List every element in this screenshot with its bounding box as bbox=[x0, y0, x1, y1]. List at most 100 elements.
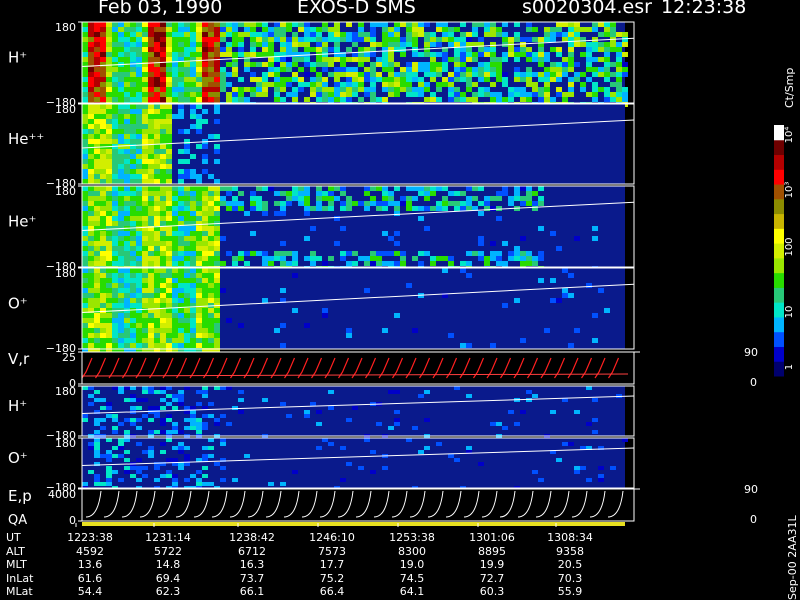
spectrogram-cell bbox=[604, 308, 610, 313]
spectrogram-cell bbox=[376, 422, 382, 426]
spectrogram-cell bbox=[280, 67, 286, 72]
spectrogram-cell bbox=[178, 402, 184, 406]
spectrogram-cell bbox=[112, 236, 118, 241]
spectrogram-cell bbox=[196, 47, 202, 52]
spectrogram-cell bbox=[232, 57, 238, 62]
spectrogram-cell bbox=[598, 42, 604, 47]
spectrogram-cell bbox=[112, 87, 118, 92]
spectrogram-cell bbox=[190, 37, 196, 42]
spectrogram-cell bbox=[178, 313, 184, 318]
spectrogram-cell bbox=[160, 186, 166, 191]
spectrogram-cell bbox=[286, 196, 292, 201]
spectrogram-cell bbox=[616, 77, 622, 82]
spectrogram-cell bbox=[154, 273, 160, 278]
instrument-title: EXOS-D SMS bbox=[297, 0, 416, 18]
spectrogram-cell bbox=[412, 77, 418, 82]
spectrogram-cell bbox=[160, 191, 166, 196]
spectrogram-cell bbox=[424, 22, 430, 27]
spectrogram-cell bbox=[124, 191, 130, 196]
spectrogram-cell bbox=[208, 236, 214, 241]
spectrogram-cell bbox=[94, 231, 100, 236]
spectrogram-cell bbox=[238, 32, 244, 37]
spectrogram-cell bbox=[232, 37, 238, 42]
spectrogram-cell bbox=[472, 92, 478, 97]
spectrogram-cell bbox=[262, 261, 268, 266]
spectrogram-cell bbox=[214, 216, 220, 221]
spectrogram-cell bbox=[88, 82, 94, 87]
spectrogram-cell bbox=[220, 442, 226, 446]
spectrogram-cell bbox=[160, 164, 166, 169]
spectrogram-cell bbox=[184, 303, 190, 308]
spectrogram-cell bbox=[88, 32, 94, 37]
spectrogram-cell bbox=[580, 87, 586, 92]
spectrogram-cell bbox=[172, 37, 178, 42]
spectrogram-cell bbox=[94, 226, 100, 231]
spectrogram-cell bbox=[574, 22, 580, 27]
spectrogram-cell bbox=[82, 149, 88, 154]
spectrogram-cell bbox=[160, 216, 166, 221]
panel-frame bbox=[81, 103, 635, 185]
orbit-cell: 1238:42 bbox=[229, 531, 275, 544]
spectrogram-cell bbox=[190, 288, 196, 293]
spectrogram-cell bbox=[556, 22, 562, 27]
spectrogram-cell bbox=[184, 87, 190, 92]
spectrogram-cell bbox=[460, 343, 466, 348]
spectrogram-cell bbox=[160, 323, 166, 328]
spectrogram-cell bbox=[178, 211, 184, 216]
spectrogram-cell bbox=[454, 201, 460, 206]
spectrogram-cell bbox=[154, 104, 160, 109]
spectrogram-cell bbox=[586, 92, 592, 97]
spectrogram-cell bbox=[292, 77, 298, 82]
spectrogram-cell bbox=[118, 323, 124, 328]
spectrogram-cell bbox=[100, 318, 106, 323]
spectrogram-cell bbox=[142, 206, 148, 211]
spectrogram-cell bbox=[484, 47, 490, 52]
spectrogram-cell bbox=[130, 82, 136, 87]
spectrogram-cell bbox=[502, 426, 508, 430]
spectrogram-cell bbox=[472, 97, 478, 102]
spectrogram-cell bbox=[202, 42, 208, 47]
spectrogram-cell bbox=[148, 114, 154, 119]
spectrogram-cell bbox=[592, 22, 598, 27]
spectrogram-cell bbox=[100, 27, 106, 32]
spectrogram-cell bbox=[106, 154, 112, 159]
spectrogram-cell bbox=[226, 52, 232, 57]
spectrogram-cell bbox=[388, 37, 394, 42]
spectrogram-cell bbox=[274, 92, 280, 97]
spectrogram-cell bbox=[478, 62, 484, 67]
spectrogram-cell bbox=[556, 298, 562, 303]
spectrogram-cell bbox=[214, 179, 220, 184]
spectrogram-cell bbox=[106, 283, 112, 288]
spectrogram-cell bbox=[154, 308, 160, 313]
spectrogram-cell bbox=[436, 87, 442, 92]
spectrogram-cell bbox=[586, 57, 592, 62]
spectrogram-cell bbox=[214, 268, 220, 273]
spectrogram-cell bbox=[364, 201, 370, 206]
spectrogram-cell bbox=[568, 22, 574, 27]
spectrogram-cell bbox=[148, 386, 154, 390]
spectrogram-cell bbox=[274, 22, 280, 27]
spectrogram-cell bbox=[526, 27, 532, 32]
spectrogram-cell bbox=[490, 256, 496, 261]
spectrogram-cell bbox=[346, 206, 352, 211]
spectrogram-cell bbox=[490, 92, 496, 97]
spectrogram-cell bbox=[178, 82, 184, 87]
spectrogram-cell bbox=[166, 87, 172, 92]
spectrogram-cell bbox=[106, 191, 112, 196]
spectrogram-cell bbox=[154, 47, 160, 52]
spectrogram-cell bbox=[388, 62, 394, 67]
spectrogram-cell bbox=[442, 57, 448, 62]
spectrogram-cell bbox=[154, 179, 160, 184]
spectrogram-cell bbox=[124, 293, 130, 298]
spectrogram-cell bbox=[124, 144, 130, 149]
spectrogram-cell bbox=[160, 27, 166, 32]
spectrogram-cell bbox=[244, 87, 250, 92]
spectrogram-cell bbox=[142, 82, 148, 87]
spectrogram-cell bbox=[346, 261, 352, 266]
spectrogram-cell bbox=[124, 114, 130, 119]
spectrogram-cell bbox=[526, 22, 532, 27]
spectrogram-cell bbox=[148, 196, 154, 201]
spectrogram-cell bbox=[472, 32, 478, 37]
orbit-cell: 64.1 bbox=[399, 585, 425, 599]
spectrogram-cell bbox=[592, 398, 598, 402]
